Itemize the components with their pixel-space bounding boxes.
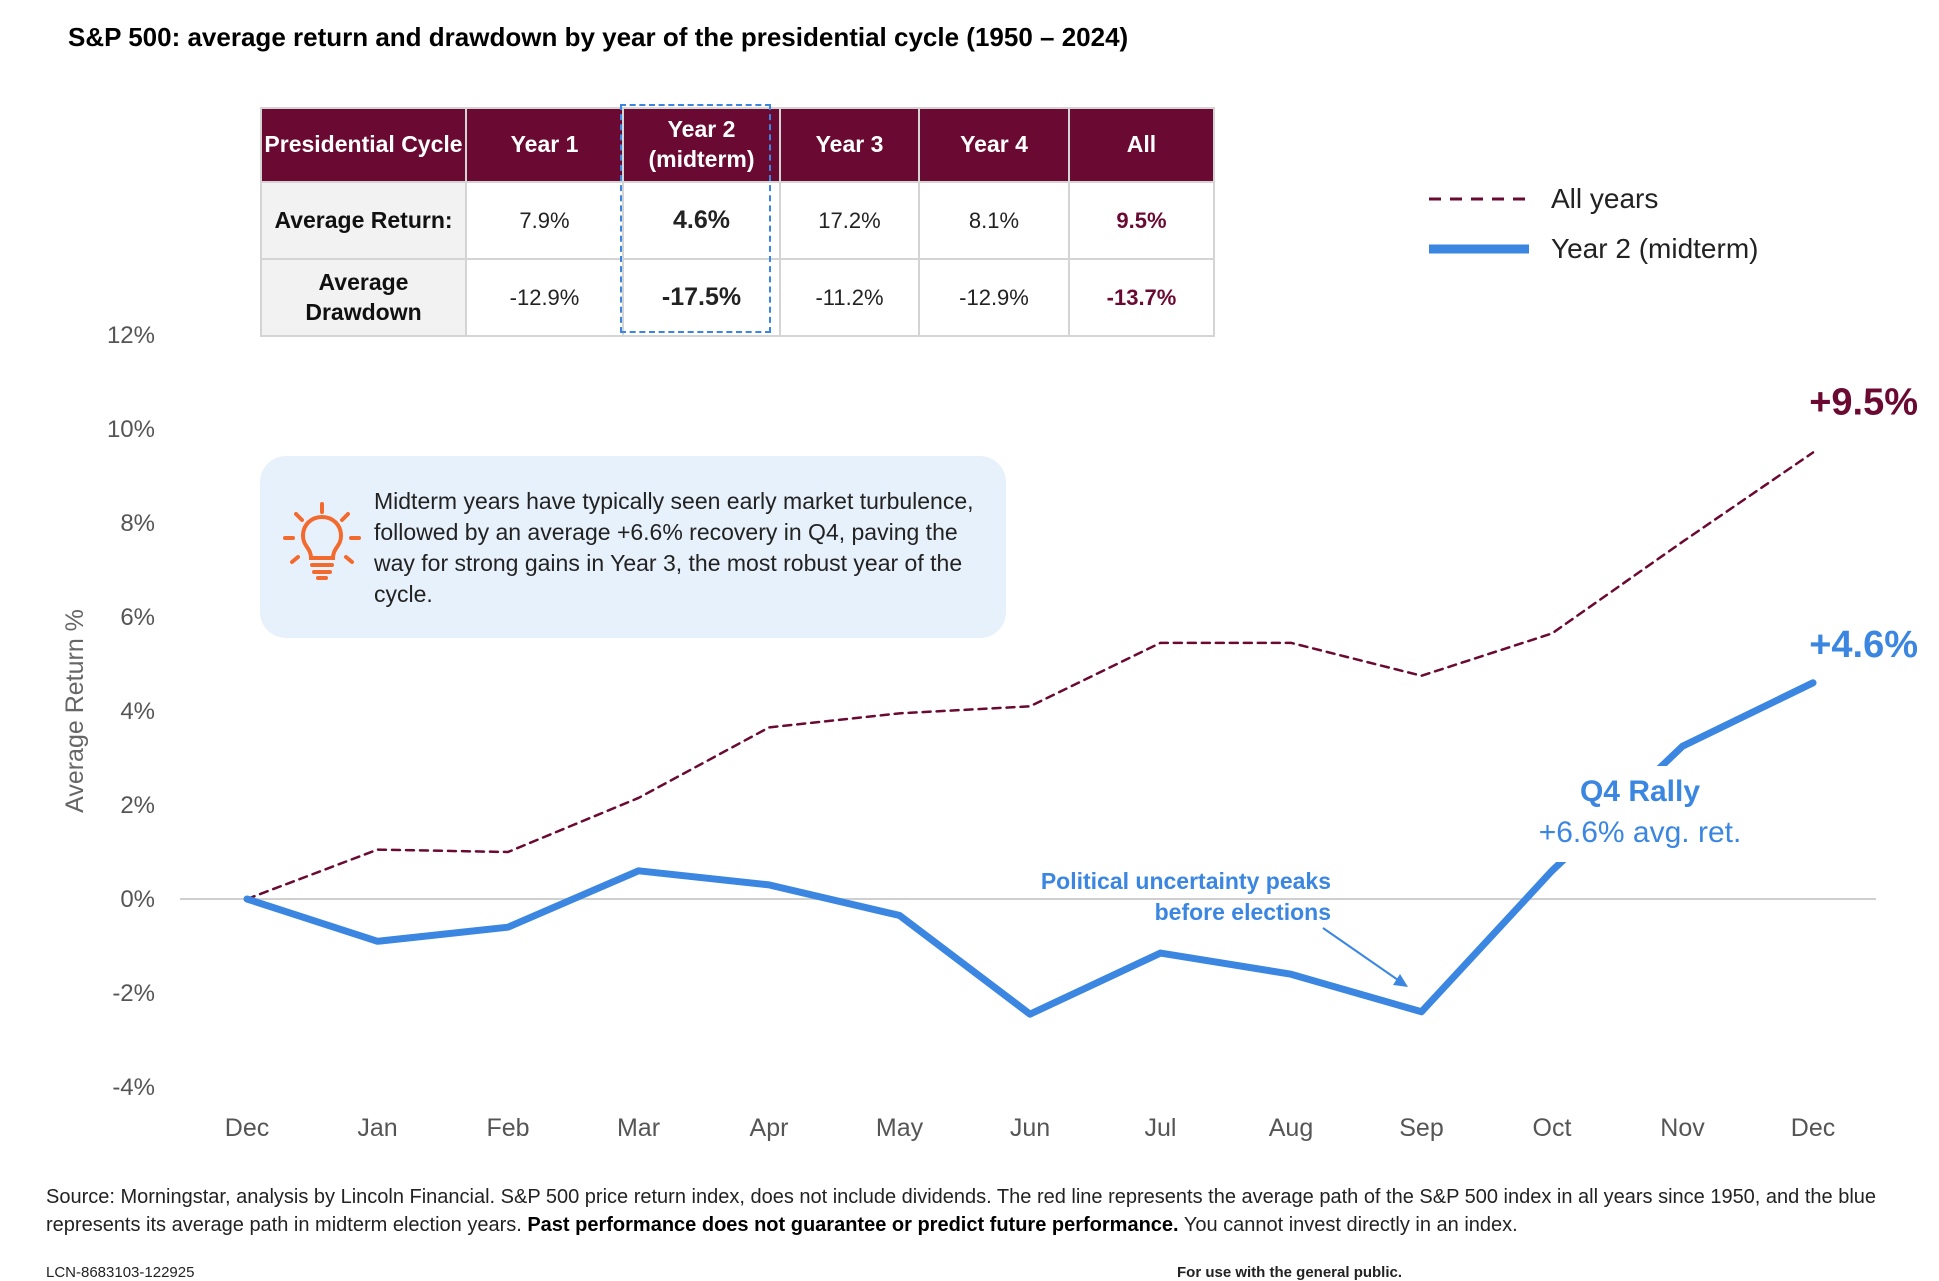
annotation-arrow-head — [1393, 974, 1408, 987]
x-tick-label: Jul — [1145, 1114, 1177, 1142]
annotation-political-line2: before elections — [1155, 899, 1331, 925]
legend-label: Year 2 (midterm) — [1551, 233, 1759, 264]
annotation-arrow-line — [1322, 927, 1399, 981]
x-tick-label: Feb — [486, 1114, 529, 1142]
header-cell: Year 3 — [779, 107, 920, 183]
table-row: Average Drawdown -12.9% -17.5% -11.2% -1… — [260, 258, 1215, 337]
disclaimer-text: Past performance does not guarantee or p… — [527, 1214, 1179, 1236]
x-tick-label: Apr — [750, 1114, 789, 1142]
x-tick-label: Sep — [1399, 1114, 1443, 1142]
header-cell: Year 1 — [465, 107, 624, 183]
y-tick-label: 0% — [120, 886, 155, 913]
y-tick-label: 12% — [107, 322, 155, 349]
row-label: Average Drawdown — [260, 258, 467, 337]
table-cell: -17.5% — [622, 258, 781, 337]
table-cell: 8.1% — [918, 181, 1070, 260]
table-cell: -12.9% — [465, 258, 624, 337]
chart-title: S&P 500: average return and drawdown by … — [68, 22, 1129, 52]
annotation-q4-sub: +6.6% avg. ret. — [1539, 816, 1742, 849]
annotation-political-line1: Political uncertainty peaks — [1041, 868, 1331, 894]
end-label-midterm: +4.6% — [1809, 624, 1918, 666]
y-tick-label: 8% — [120, 510, 155, 537]
annotation-q4-title: Q4 Rally — [1580, 775, 1700, 808]
lightbulb-icon — [283, 502, 361, 580]
end-label-all-years: +9.5% — [1809, 382, 1918, 424]
row-label: Average Return: — [260, 181, 467, 260]
q4-label-background — [1545, 766, 1735, 862]
table-cell: -13.7% — [1068, 258, 1215, 337]
x-tick-label: Dec — [1791, 1114, 1835, 1142]
source-tail: You cannot invest directly in an index. — [1183, 1214, 1518, 1236]
x-tick-label: Dec — [225, 1114, 269, 1142]
x-tick-label: Jan — [357, 1114, 397, 1142]
insight-callout: Midterm years have typically seen early … — [260, 456, 1006, 638]
legend-item-midterm: Year 2 (midterm) — [1429, 224, 1758, 274]
x-tick-label: Aug — [1269, 1114, 1313, 1142]
cycle-table: Presidential Cycle Year 1 Year 2 (midter… — [260, 107, 1215, 337]
x-tick-label: Oct — [1533, 1114, 1572, 1142]
source-note: Source: Morningstar, analysis by Lincoln… — [46, 1183, 1906, 1239]
header-cell: Year 2 (midterm) — [622, 107, 781, 183]
series-line-midterm — [243, 679, 1817, 1018]
header-cell: All — [1068, 107, 1215, 183]
y-tick-label: -2% — [112, 980, 155, 1007]
x-tick-label: Mar — [617, 1114, 660, 1142]
x-tick-label: May — [876, 1114, 924, 1142]
y-tick-label: 4% — [120, 698, 155, 725]
table-row: Average Return: 7.9% 4.6% 17.2% 8.1% 9.5… — [260, 181, 1215, 260]
y-tick-label: -4% — [112, 1074, 155, 1101]
source-text: Source: Morningstar, analysis by Lincoln… — [46, 1186, 1877, 1236]
document-code: LCN-8683103-122925 — [46, 1264, 195, 1281]
legend: All years Year 2 (midterm) — [1429, 174, 1758, 274]
table-cell: -12.9% — [918, 258, 1070, 337]
header-cell: Presidential Cycle — [260, 107, 467, 183]
y-tick-label: 6% — [120, 604, 155, 631]
table-cell: -11.2% — [779, 258, 920, 337]
legend-label: All years — [1551, 183, 1659, 214]
y-tick-label: 10% — [107, 416, 155, 443]
callout-text: Midterm years have typically seen early … — [374, 488, 974, 607]
table-cell: 17.2% — [779, 181, 920, 260]
legend-swatch-solid — [1429, 244, 1529, 254]
legend-item-all-years: All years — [1429, 174, 1758, 224]
y-tick-label: 2% — [120, 792, 155, 819]
table-cell: 4.6% — [622, 181, 781, 260]
y-axis-label: Average Return % — [61, 609, 89, 813]
x-tick-label: Nov — [1660, 1114, 1705, 1142]
header-cell: Year 4 — [918, 107, 1070, 183]
table-cell: 7.9% — [465, 181, 624, 260]
table-cell: 9.5% — [1068, 181, 1215, 260]
legend-swatch-dashed — [1429, 197, 1529, 201]
audience-note: For use with the general public. — [1177, 1264, 1403, 1281]
series-line-all-years — [245, 451, 1815, 901]
x-tick-label: Jun — [1010, 1114, 1050, 1142]
table-header-row: Presidential Cycle Year 1 Year 2 (midter… — [260, 107, 1215, 183]
